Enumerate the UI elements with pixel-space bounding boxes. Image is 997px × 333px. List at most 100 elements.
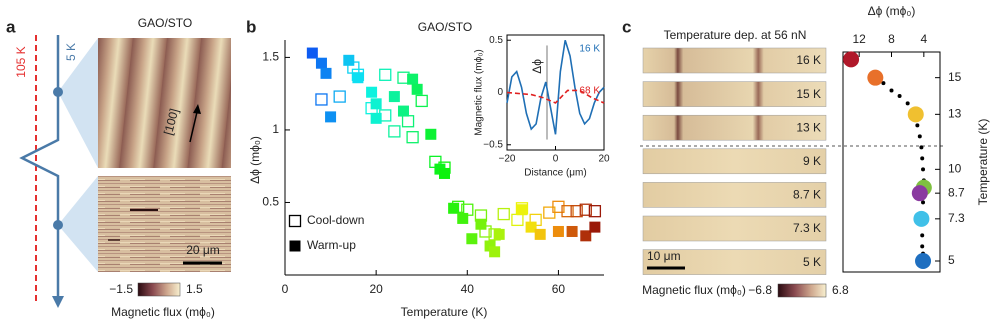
flux-image	[98, 38, 231, 168]
flux-strip	[642, 215, 827, 242]
flux-strip	[642, 47, 827, 74]
line	[506, 39, 605, 135]
marker	[388, 125, 401, 138]
y-tick-label: 1.5	[262, 50, 279, 64]
marker	[579, 203, 592, 216]
marker	[53, 87, 63, 97]
annotation: Δϕ	[530, 59, 544, 74]
y-tick-label: 13	[948, 107, 962, 121]
marker	[401, 115, 415, 128]
flux-strip	[642, 148, 827, 175]
strip-label: 16 K	[796, 53, 821, 67]
marker	[379, 68, 392, 81]
strip-label: 15 K	[796, 87, 821, 101]
arrow-head	[193, 104, 201, 114]
colorbar-tick-label: 6.8	[832, 283, 849, 297]
marker	[920, 233, 925, 238]
arrow-head	[52, 296, 64, 308]
marker	[889, 88, 894, 93]
x-tick-label: 8	[888, 32, 895, 46]
marker	[370, 112, 382, 124]
legend-marker	[288, 214, 302, 228]
marker	[333, 90, 346, 103]
marker	[580, 230, 592, 242]
marker	[921, 200, 926, 205]
x-tick-label: 4	[920, 32, 927, 46]
image-title: GAO/STO	[138, 16, 192, 30]
marker	[493, 228, 505, 240]
marker	[315, 57, 327, 69]
marker	[881, 81, 886, 86]
strip-group: 16 K 15 K 13 K 9 K 8.7 K 7.3 K 5 K	[642, 47, 827, 275]
marker	[475, 218, 487, 230]
marker	[415, 94, 428, 108]
marker	[588, 205, 602, 218]
zoom-wedge	[58, 176, 98, 272]
colorbar-label: Magnetic flux (mϕ₀)	[111, 305, 215, 319]
scale-bar-label: 20 μm	[186, 243, 220, 257]
flux-image	[98, 176, 231, 272]
marker	[921, 167, 926, 172]
marker	[325, 111, 337, 123]
marker	[867, 69, 884, 86]
marker	[407, 73, 419, 85]
marker	[306, 47, 318, 59]
y-tick-label: 0	[497, 87, 503, 98]
x-tick-label: 20	[598, 154, 610, 165]
temperature-path	[19, 35, 60, 298]
marker	[466, 233, 478, 245]
y-tick-label: 10	[948, 162, 962, 176]
marker	[448, 202, 460, 214]
marker	[511, 213, 524, 227]
colorbar-tick-label: −6.8	[748, 283, 772, 297]
marker	[843, 51, 860, 68]
marker	[552, 200, 565, 213]
y-tick-label: 8.7	[948, 185, 965, 199]
marker	[919, 145, 924, 150]
colorbar-tick-label: 1.5	[186, 282, 203, 296]
x-tick-label: −20	[499, 154, 516, 165]
x-axis-label: Δϕ (mϕ₀)	[868, 4, 916, 18]
marker	[570, 205, 583, 218]
marker	[915, 123, 920, 128]
marker	[534, 228, 546, 240]
colorbar	[137, 282, 181, 297]
direction-arrow	[189, 111, 198, 143]
flux-strip	[642, 81, 827, 107]
y-tick-label: 0.5	[262, 195, 279, 209]
panel-label: b	[246, 17, 256, 36]
marker	[917, 134, 922, 139]
direction-label: [100]	[161, 107, 181, 136]
flux-strip	[642, 114, 827, 141]
strip-label: 7.3 K	[793, 221, 821, 235]
x-tick-label: 0	[553, 154, 559, 165]
marker	[589, 221, 601, 233]
x-tick-label: 12	[852, 32, 866, 46]
marker	[315, 93, 328, 106]
marker	[911, 185, 928, 202]
y-tick-label: 7.3	[948, 211, 965, 225]
chart-title: GAO/STO	[418, 20, 472, 34]
marker	[439, 167, 450, 179]
legend-marker	[289, 240, 301, 252]
marker	[907, 106, 924, 123]
colorbar	[777, 283, 827, 298]
marker	[489, 246, 501, 258]
strip-label: 13 K	[796, 120, 821, 134]
inset-background	[467, 32, 606, 192]
marker	[370, 98, 382, 110]
marker	[516, 204, 528, 216]
marker	[366, 86, 378, 98]
marker	[897, 94, 902, 98]
marker	[905, 101, 910, 106]
colorbar-tick-label: −1.5	[109, 282, 133, 296]
x-axis-label: Distance (μm)	[524, 168, 586, 179]
legend-label: Cool-down	[307, 213, 364, 227]
marker	[425, 128, 437, 140]
marker	[397, 105, 409, 117]
marker	[343, 54, 355, 66]
y-axis-label: Δϕ (mϕ₀)	[248, 136, 262, 184]
strip-label: 9 K	[803, 154, 821, 168]
